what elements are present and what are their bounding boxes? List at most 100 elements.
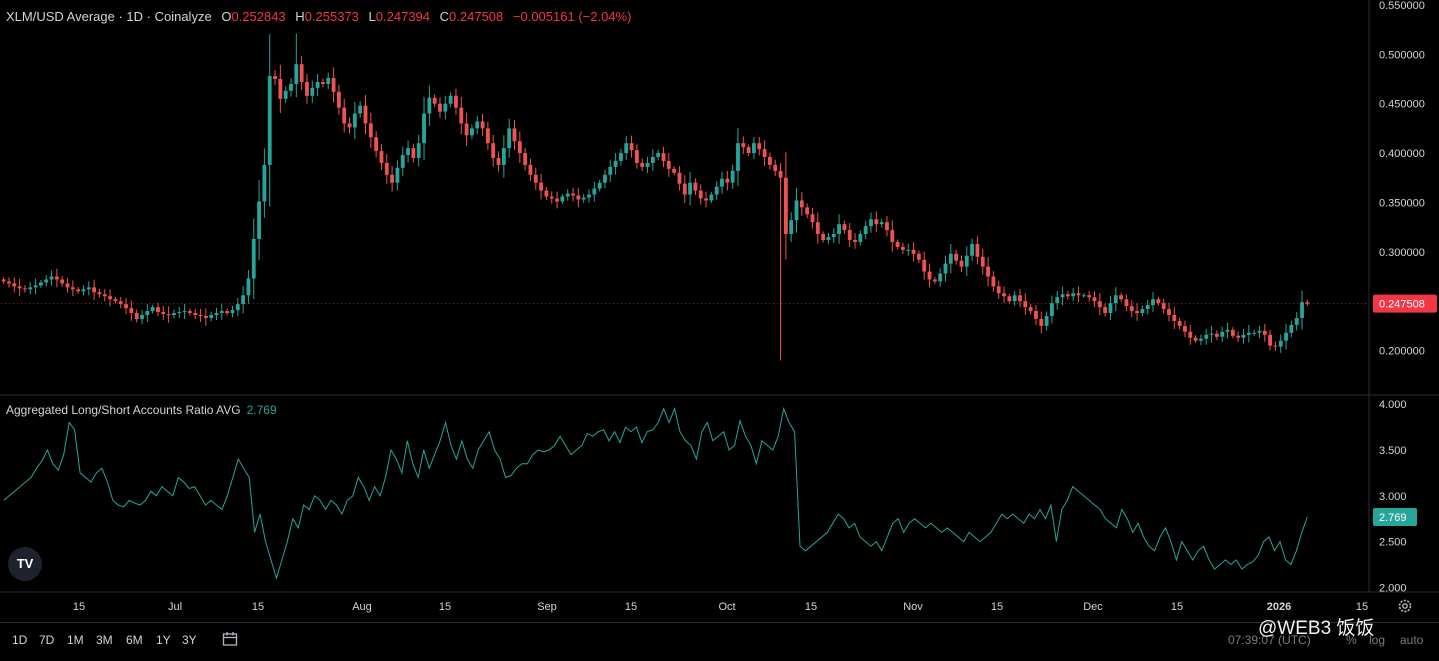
price-legend: XLM/USD Average · 1D · Coinalyze O0.2528…	[6, 9, 631, 24]
candle-body	[262, 164, 267, 202]
candle-body	[1050, 303, 1054, 316]
calendar-icon[interactable]	[222, 631, 238, 647]
candle-body	[805, 207, 810, 215]
close-label: C	[439, 9, 450, 24]
candle-body	[608, 166, 613, 175]
percent-toggle[interactable]: %	[1346, 633, 1357, 647]
candle-body	[730, 170, 735, 183]
candle-body	[1081, 295, 1086, 297]
candle-body	[1135, 311, 1139, 314]
candle-body	[991, 276, 996, 287]
candle-body	[544, 190, 549, 197]
candle-body	[273, 76, 277, 79]
candle-body	[315, 81, 320, 88]
utc-time[interactable]: 07:39:07 (UTC)	[1228, 633, 1311, 647]
candle-body	[863, 226, 868, 235]
candle-body	[650, 157, 655, 163]
timeframe-3m[interactable]: 3M	[96, 633, 113, 647]
candle-body	[1278, 340, 1283, 347]
candle-body	[501, 148, 506, 165]
candle-body	[560, 196, 565, 202]
candle-body	[810, 214, 815, 223]
candle-body	[858, 234, 863, 242]
candle-body	[1002, 293, 1006, 297]
ratio-line	[3, 406, 1308, 581]
price-tick-label: 0.350000	[1379, 197, 1425, 209]
timeframe-1m[interactable]: 1M	[67, 633, 84, 647]
candle-body	[113, 299, 118, 302]
candle-body	[741, 143, 746, 148]
candle-body	[666, 160, 671, 169]
candle-body	[677, 172, 682, 184]
candle-body	[746, 147, 751, 154]
candle-body	[1214, 333, 1219, 337]
candle-body	[150, 307, 155, 312]
candle-body	[736, 143, 740, 171]
time-tick-label: 15	[805, 601, 817, 613]
candle-body	[118, 301, 123, 305]
candle-body	[1284, 332, 1288, 341]
candle-body	[289, 83, 293, 91]
candle-body	[576, 195, 581, 200]
candle-body	[1273, 345, 1278, 347]
timeframe-1y[interactable]: 1Y	[156, 633, 171, 647]
candle-body	[592, 188, 597, 195]
gear-icon[interactable]	[1397, 598, 1413, 614]
indicator-legend: Aggregated Long/Short Accounts Ratio AVG…	[6, 403, 277, 417]
candle-body	[342, 107, 347, 124]
candle-body	[762, 149, 767, 158]
bottom-toolbar: 1D 7D 1M 3M 6M 1Y 3Y 07:39:07 (UTC) % lo…	[0, 622, 1439, 657]
candle-body	[672, 168, 677, 173]
candle-body	[38, 282, 43, 286]
candle-body	[475, 121, 480, 129]
candle-body	[720, 178, 724, 187]
log-toggle[interactable]: log	[1369, 633, 1386, 647]
auto-toggle[interactable]: auto	[1400, 633, 1424, 647]
timeframe-3y[interactable]: 3Y	[182, 633, 197, 647]
candle-body	[1188, 331, 1193, 338]
candle-body	[885, 222, 889, 231]
timeframe-6m[interactable]: 6M	[126, 633, 143, 647]
candle-body	[257, 201, 261, 239]
candle-body	[986, 266, 990, 277]
candle-body	[1241, 334, 1246, 338]
candle-body	[390, 174, 395, 183]
tradingview-logo[interactable]: TV	[8, 547, 42, 581]
candle-body	[246, 278, 251, 296]
timeframe-7d[interactable]: 7D	[39, 633, 55, 647]
candle-body	[970, 243, 975, 256]
candle-body	[203, 316, 208, 318]
candle-body	[1097, 301, 1102, 308]
candle-body	[1071, 293, 1076, 297]
candle-body	[1268, 334, 1273, 346]
candle-body	[347, 123, 352, 128]
timeframe-1d[interactable]: 1D	[12, 633, 28, 647]
candle-body	[310, 87, 315, 96]
candle-body	[629, 143, 634, 151]
candle-body	[1140, 309, 1145, 314]
candle-body	[23, 288, 27, 290]
candle-body	[847, 230, 852, 240]
candle-body	[879, 222, 884, 225]
indicator-value: 2.769	[246, 403, 277, 417]
candle-body	[757, 143, 762, 150]
candle-body	[922, 259, 927, 272]
candle-body	[1108, 303, 1113, 314]
candle-body	[81, 289, 86, 292]
indicator-tick-label: 2.000	[1379, 582, 1407, 594]
candle-body	[507, 128, 512, 149]
candle-body	[996, 286, 1001, 294]
candle-body	[496, 158, 501, 165]
candle-body	[1193, 337, 1198, 341]
candle-body	[874, 219, 879, 225]
close-value: 0.247508	[449, 9, 504, 24]
candle-body	[427, 97, 432, 114]
candle-body	[869, 219, 873, 227]
candle-body	[406, 148, 410, 156]
candle-body	[358, 105, 363, 114]
candle-body	[76, 289, 81, 292]
candle-body	[1209, 333, 1214, 335]
candle-body	[773, 164, 778, 171]
